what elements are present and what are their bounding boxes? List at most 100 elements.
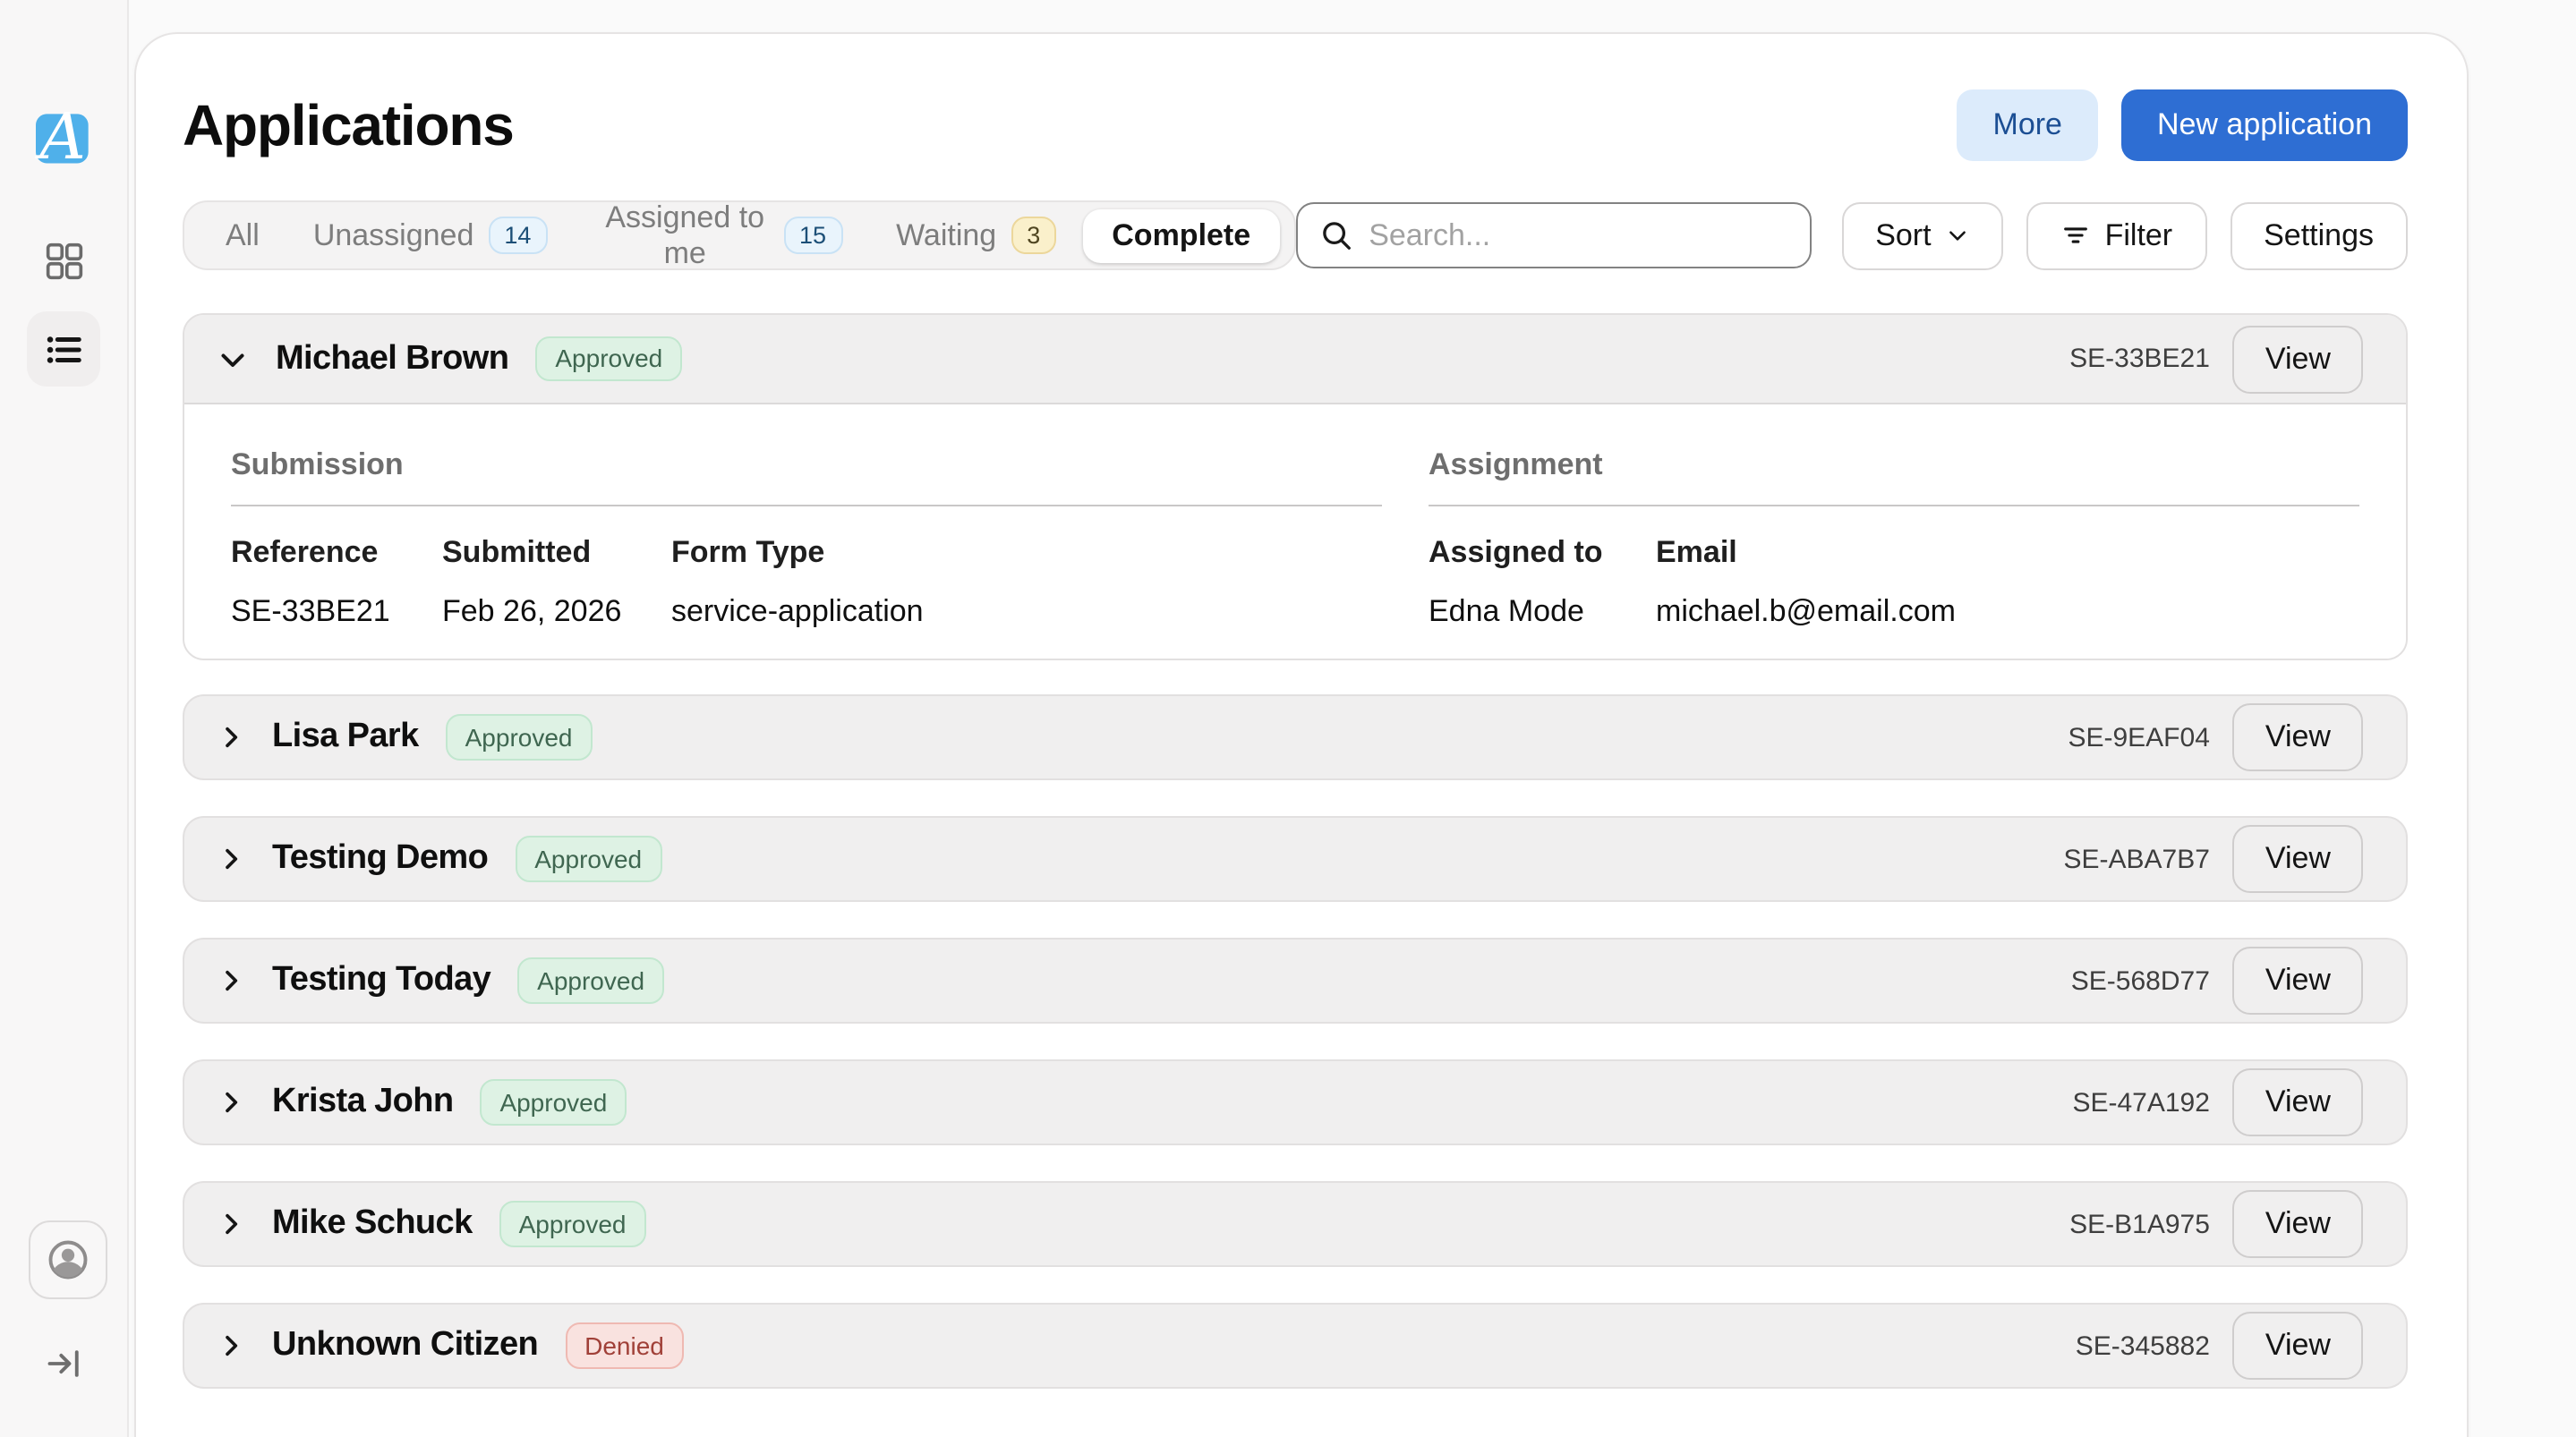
chevron-down-icon[interactable] <box>217 343 249 375</box>
sidebar-item-dashboard[interactable] <box>39 236 90 286</box>
chevron-right-icon[interactable] <box>217 1088 245 1117</box>
tab-label: All <box>226 217 260 251</box>
application-details: Submission Reference SE-33BE21 Submitted… <box>184 404 2406 659</box>
search-box <box>1295 202 1812 268</box>
view-button[interactable]: View <box>2232 1068 2363 1136</box>
chevron-down-icon <box>1949 231 1966 241</box>
tab-all[interactable]: All <box>199 202 286 268</box>
status-badge: Approved <box>499 1201 646 1247</box>
cell-value: Feb 26, 2026 <box>442 594 622 628</box>
status-badge: Approved <box>517 957 665 1004</box>
search-input[interactable] <box>1369 217 1788 253</box>
status-badge: Approved <box>535 336 683 382</box>
applicant-name: Testing Demo <box>272 839 489 877</box>
chevron-right-icon[interactable] <box>217 845 245 873</box>
view-button[interactable]: View <box>2232 1190 2363 1258</box>
tab-label: Waiting <box>896 217 997 251</box>
application-card-expanded: Michael Brown Approved SE-33BE21 View Su… <box>183 313 2408 660</box>
reference-code: SE-33BE21 <box>2069 344 2210 374</box>
applicant-name: Mike Schuck <box>272 1204 473 1242</box>
tab-label: Assigned to me <box>605 200 765 269</box>
divider <box>231 505 1382 506</box>
count-badge: 15 <box>783 217 843 254</box>
filter-button[interactable]: Filter <box>2026 201 2207 269</box>
submission-section: Submission Reference SE-33BE21 Submitted… <box>231 447 1382 644</box>
assignment-section: Assignment Assigned to Edna Mode Email m… <box>1429 447 2359 644</box>
applicant-name: Lisa Park <box>272 718 419 755</box>
cell-value: michael.b@email.com <box>1656 594 1956 628</box>
sort-label: Sort <box>1875 217 1932 251</box>
column-header: Email <box>1656 535 1737 569</box>
applications-list: Michael Brown Approved SE-33BE21 View Su… <box>183 313 2408 1389</box>
application-row[interactable]: Unknown Citizen Denied SE-345882 View <box>183 1303 2408 1389</box>
column-header: Submitted <box>442 535 592 569</box>
column-header: Reference <box>231 535 379 569</box>
svg-text:A: A <box>35 99 86 174</box>
chevron-right-icon[interactable] <box>217 1210 245 1238</box>
user-avatar-button[interactable] <box>29 1220 107 1299</box>
section-title: Submission <box>231 447 404 481</box>
filter-tabs: All Unassigned 14 Assigned to me 15 Wait… <box>183 200 1296 270</box>
status-badge: Approved <box>480 1079 627 1126</box>
status-badge: Approved <box>445 714 593 761</box>
filter-label: Filter <box>2104 217 2173 251</box>
user-icon <box>48 1240 88 1280</box>
applicant-name: Michael Brown <box>276 339 509 377</box>
count-badge: 3 <box>1011 217 1057 254</box>
reference-code: SE-568D77 <box>2070 965 2210 996</box>
count-badge: 14 <box>488 217 548 254</box>
tab-assigned-to-me[interactable]: Assigned to me 15 <box>574 200 869 269</box>
reference-code: SE-9EAF04 <box>2068 722 2210 753</box>
column-header: Assigned to <box>1429 535 1603 569</box>
applicant-name: Testing Today <box>272 961 491 999</box>
application-row[interactable]: Testing Today Approved SE-568D77 View <box>183 938 2408 1024</box>
grid-icon <box>46 242 83 280</box>
toolbar: Sort Filter Settings <box>1295 201 2408 269</box>
view-button[interactable]: View <box>2232 325 2363 393</box>
cell-value: SE-33BE21 <box>231 594 390 628</box>
application-row[interactable]: Mike Schuck Approved SE-B1A975 View <box>183 1181 2408 1267</box>
sort-button[interactable]: Sort <box>1841 201 2003 269</box>
section-title: Assignment <box>1429 447 1603 481</box>
settings-button[interactable]: Settings <box>2230 201 2408 269</box>
reference-code: SE-47A192 <box>2072 1087 2210 1118</box>
view-button[interactable]: View <box>2232 825 2363 893</box>
application-row[interactable]: Michael Brown Approved SE-33BE21 View <box>184 315 2406 404</box>
application-row[interactable]: Lisa Park Approved SE-9EAF04 View <box>183 694 2408 780</box>
view-button[interactable]: View <box>2232 703 2363 771</box>
app-logo[interactable]: A <box>35 99 93 174</box>
new-application-button[interactable]: New application <box>2120 89 2408 161</box>
tab-label: Unassigned <box>312 217 474 251</box>
status-badge: Denied <box>565 1322 684 1369</box>
sidebar-collapse-button[interactable] <box>39 1339 90 1389</box>
more-button[interactable]: More <box>1957 89 2098 161</box>
logo-icon: A <box>35 99 89 174</box>
page-header: Applications More New application <box>183 89 2408 161</box>
cell-value: service-application <box>671 594 924 628</box>
chevron-right-icon[interactable] <box>217 723 245 752</box>
chevron-right-icon[interactable] <box>217 966 245 995</box>
tab-waiting[interactable]: Waiting 3 <box>869 202 1083 268</box>
view-button[interactable]: View <box>2232 947 2363 1015</box>
column-header: Form Type <box>671 535 825 569</box>
tab-unassigned[interactable]: Unassigned 14 <box>286 202 575 268</box>
application-row[interactable]: Krista John Approved SE-47A192 View <box>183 1059 2408 1145</box>
controls-row: All Unassigned 14 Assigned to me 15 Wait… <box>183 200 2408 270</box>
applicant-name: Unknown Citizen <box>272 1326 539 1364</box>
cell-value: Edna Mode <box>1429 594 1584 628</box>
chevron-right-icon[interactable] <box>217 1331 245 1360</box>
page-title: Applications <box>183 92 515 157</box>
divider <box>1429 505 2359 506</box>
sidebar-item-applications-list[interactable] <box>27 311 100 387</box>
search-icon <box>1322 222 1351 250</box>
reference-code: SE-ABA7B7 <box>2063 844 2210 874</box>
application-row[interactable]: Testing Demo Approved SE-ABA7B7 View <box>183 816 2408 902</box>
reference-code: SE-B1A975 <box>2069 1209 2210 1239</box>
tab-label: Complete <box>1112 217 1251 251</box>
applicant-name: Krista John <box>272 1083 454 1120</box>
tab-complete[interactable]: Complete <box>1083 208 1280 262</box>
sidebar: A <box>0 0 129 1437</box>
filter-icon <box>2063 227 2087 243</box>
view-button[interactable]: View <box>2232 1312 2363 1380</box>
